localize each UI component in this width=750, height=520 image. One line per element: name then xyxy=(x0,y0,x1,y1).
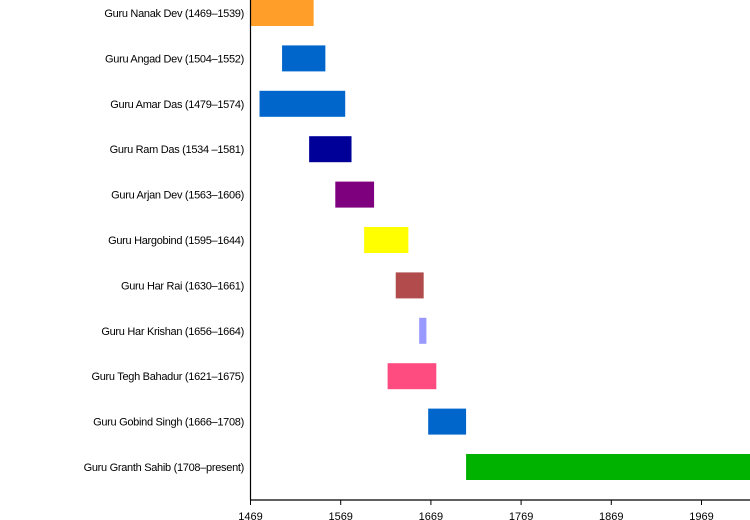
x-tick-label: 1869 xyxy=(599,511,623,520)
x-tick-label: 1969 xyxy=(689,511,713,520)
bar-label: Guru Har Krishan (1656–1664) xyxy=(101,326,244,338)
timeline-bar xyxy=(309,136,352,163)
x-tick-label: 1669 xyxy=(419,511,443,520)
bar-label: Guru Gobind Singh (1666–1708) xyxy=(93,417,244,429)
bar-label: Guru Granth Sahib (1708–present) xyxy=(84,462,244,474)
bar-label: Guru Har Rai (1630–1661) xyxy=(121,280,244,292)
x-tick-label: 1569 xyxy=(328,511,352,520)
x-tick-label: 1469 xyxy=(238,511,262,520)
timeline-bar xyxy=(395,272,424,299)
bar-label: Guru Amar Das (1479–1574) xyxy=(110,99,244,111)
timeline-bar xyxy=(387,363,437,390)
bar-label: Guru Ram Das (1534 –1581) xyxy=(110,144,244,156)
bar-label: Guru Tegh Bahadur (1621–1675) xyxy=(91,371,244,383)
timeline-bar xyxy=(259,90,346,117)
timeline-bar xyxy=(335,181,375,208)
timeline-bar xyxy=(250,0,314,26)
timeline-bar xyxy=(364,227,409,253)
bar-label: Guru Angad Dev (1504–1552) xyxy=(105,53,244,65)
timeline-bar xyxy=(428,408,467,435)
timeline-bar xyxy=(282,45,326,72)
bar-label: Guru Hargobind (1595–1644) xyxy=(108,235,244,247)
timeline-bar xyxy=(419,317,427,344)
bar-label: Guru Arjan Dev (1563–1606) xyxy=(111,190,244,202)
timeline-bar xyxy=(466,454,750,480)
x-tick-label: 1769 xyxy=(509,511,533,520)
bar-label: Guru Nanak Dev (1469–1539) xyxy=(104,8,244,20)
